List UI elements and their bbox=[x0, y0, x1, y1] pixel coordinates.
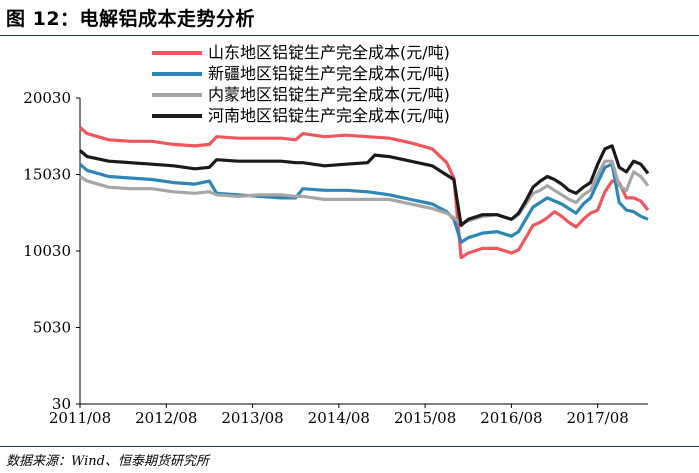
legend-label: 河南地区铝锭生产完全成本(元/吨) bbox=[208, 106, 450, 125]
chart-series bbox=[78, 126, 650, 260]
x-tick-label: 2016/08 bbox=[480, 409, 542, 427]
title-rule bbox=[0, 35, 699, 36]
y-tick-label: 10030 bbox=[23, 242, 71, 260]
source-rule bbox=[0, 446, 699, 447]
legend-swatch bbox=[152, 51, 202, 55]
x-tick-label: 2014/08 bbox=[308, 409, 370, 427]
legend-label: 新疆地区铝锭生产完全成本(元/吨) bbox=[208, 64, 450, 83]
figure-title: 图 12：电解铝成本走势分析 bbox=[6, 8, 256, 30]
legend-label: 山东地区铝锭生产完全成本(元/吨) bbox=[208, 43, 450, 62]
series-line-4 bbox=[78, 144, 650, 227]
x-tick-label: 2013/08 bbox=[221, 409, 283, 427]
x-tick-label: 2017/08 bbox=[567, 409, 629, 427]
legend-swatch bbox=[152, 93, 202, 97]
y-tick-label: 5030 bbox=[33, 319, 71, 337]
y-tick-label: 15030 bbox=[23, 166, 71, 184]
legend-label: 内蒙地区铝锭生产完全成本(元/吨) bbox=[208, 85, 450, 104]
y-tick-label: 20030 bbox=[23, 89, 71, 107]
series-line-2 bbox=[78, 162, 649, 244]
chart-axes: 30 5030 10030 15030 20030 2011/08 2012/08 2013/… bbox=[23, 89, 648, 427]
series-line-1 bbox=[78, 126, 650, 260]
x-tick-label: 2012/08 bbox=[135, 409, 197, 427]
y-tick-label: 30 bbox=[52, 395, 71, 413]
legend-swatch bbox=[152, 114, 202, 118]
x-tick-label: 2015/08 bbox=[394, 409, 456, 427]
source-note: 数据来源：Wind、恒泰期货研究所 bbox=[6, 454, 209, 469]
x-tick-label: 2011/08 bbox=[49, 409, 111, 427]
legend-swatch bbox=[152, 72, 202, 76]
